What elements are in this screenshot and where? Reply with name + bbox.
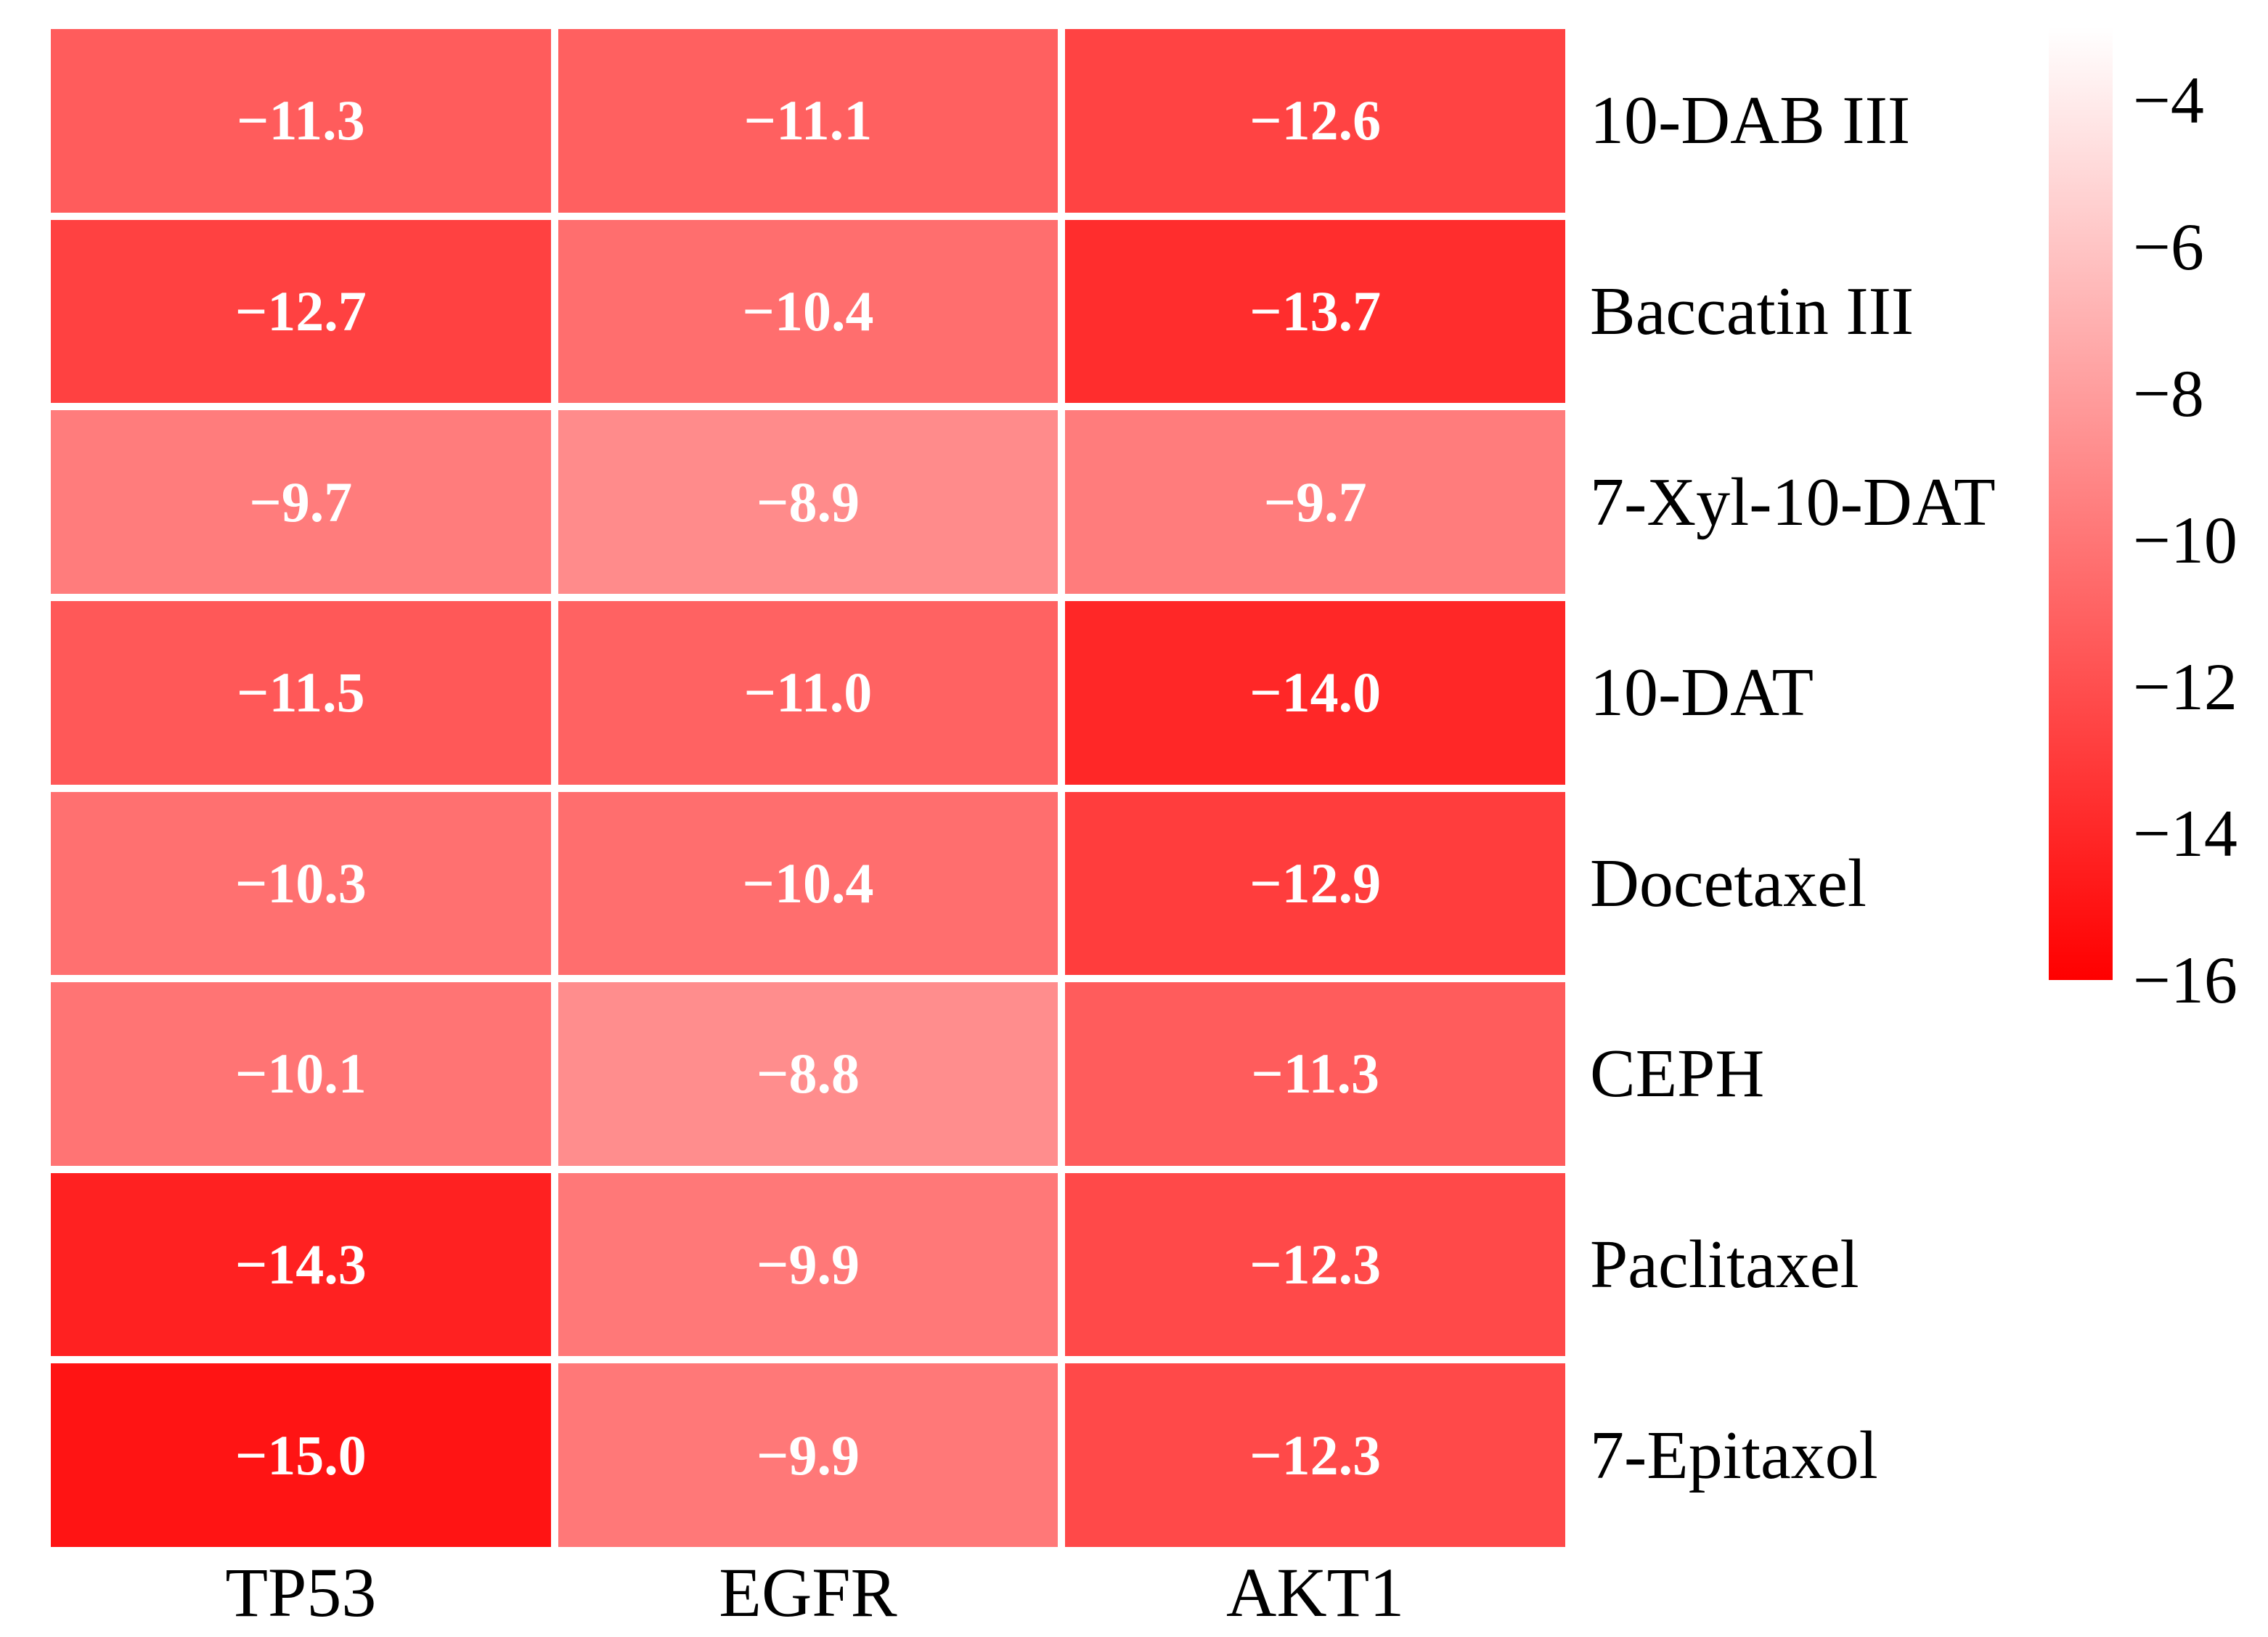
column-label: TP53 (225, 1554, 377, 1631)
heatmap-cell: −11.0 (558, 600, 1058, 785)
row-label: Baccatin III (1590, 273, 1914, 349)
colorbar-tick-label: −12 (2133, 650, 2238, 724)
heatmap-cell: −14.3 (51, 1172, 551, 1357)
heatmap-cell: −10.4 (558, 791, 1058, 976)
colorbar-tick-label: −4 (2133, 63, 2204, 137)
colorbar-tick-label: −8 (2133, 356, 2204, 430)
heatmap-cell: −12.3 (1065, 1172, 1565, 1357)
heatmap-cell: −10.1 (51, 982, 551, 1166)
heatmap-cell: −12.6 (1065, 29, 1565, 213)
heatmap-cell: −8.8 (558, 982, 1058, 1166)
colorbar-tick-label: −16 (2133, 943, 2238, 1017)
heatmap-cell: −9.9 (558, 1172, 1058, 1357)
heatmap-cell: −11.3 (51, 29, 551, 213)
heatmap-cell: −8.9 (558, 410, 1058, 594)
colorbar (2049, 27, 2113, 980)
row-label: 7-Epitaxol (1590, 1417, 1878, 1493)
heatmap-cell: −9.7 (1065, 410, 1565, 594)
row-label: 10-DAT (1590, 655, 1814, 731)
colorbar-tick-label: −6 (2133, 210, 2204, 284)
row-label: 7-Xyl-10-DAT (1590, 464, 1996, 540)
heatmap-cell: −9.7 (51, 410, 551, 594)
heatmap-cell: −12.3 (1065, 1363, 1565, 1547)
row-label: Paclitaxel (1590, 1227, 1859, 1303)
colorbar-tick-label: −10 (2133, 503, 2238, 577)
heatmap-cell: −10.4 (558, 219, 1058, 404)
heatmap-grid: −11.3 −11.1 −12.6 −12.7 −10.4 −13.7 −9.7 −8.9 −9… (51, 29, 1565, 1547)
heatmap-cell: −9.9 (558, 1363, 1058, 1547)
heatmap-cell: −15.0 (51, 1363, 551, 1547)
heatmap-cell: −12.9 (1065, 791, 1565, 976)
column-label: AKT1 (1226, 1554, 1405, 1631)
heatmap-cell: −11.3 (1065, 982, 1565, 1166)
heatmap-cell: −10.3 (51, 791, 551, 976)
column-label: EGFR (719, 1554, 897, 1631)
row-label: CEPH (1590, 1036, 1765, 1112)
row-label: Docetaxel (1590, 845, 1867, 921)
heatmap-cell: −12.7 (51, 219, 551, 404)
colorbar-tick-label: −14 (2133, 796, 2238, 870)
row-label: 10-DAB III (1590, 83, 1911, 159)
heatmap-cell: −14.0 (1065, 600, 1565, 785)
heatmap-cell: −11.1 (558, 29, 1058, 213)
heatmap-cell: −11.5 (51, 600, 551, 785)
heatmap-cell: −13.7 (1065, 219, 1565, 404)
